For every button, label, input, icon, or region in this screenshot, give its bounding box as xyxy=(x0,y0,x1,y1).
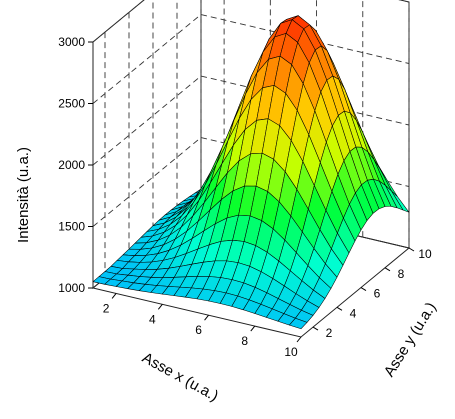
x-tick-mark xyxy=(250,325,256,332)
z-tick-label: 1000 xyxy=(58,281,85,295)
x-tick-label: 8 xyxy=(241,334,248,348)
axis-ticks: 1000 1500 2000 2500 3000 2 4 6 8 10 2 4 6 8 10 xyxy=(58,35,432,359)
y-tick-mark xyxy=(336,306,343,311)
y-tick-label: 8 xyxy=(398,267,405,281)
z-tick-label: 2000 xyxy=(58,158,85,172)
y-tick-mark xyxy=(360,287,367,291)
x-axis-label: Asse x (u.a.) xyxy=(139,349,221,405)
grid-line-z xyxy=(92,0,410,43)
x-tick-mark xyxy=(111,293,117,299)
x-tick-mark xyxy=(157,304,163,310)
y-tick-label: 6 xyxy=(374,287,381,301)
y-tick-mark xyxy=(384,267,391,272)
x-tick-label: 2 xyxy=(103,301,110,315)
x-tick-mark xyxy=(296,336,302,343)
grid-line-z xyxy=(92,14,410,104)
x-tick-mark xyxy=(204,314,209,321)
x-tick-label: 6 xyxy=(195,323,202,337)
z-tick-label: 3000 xyxy=(58,35,85,49)
surface-face xyxy=(289,317,308,330)
z-axis-label: Intensità (u.a.) xyxy=(15,147,32,243)
y-axis-label: Asse y (u.a.) xyxy=(381,299,440,379)
y-tick-mark xyxy=(408,247,415,252)
y-tick-label: 2 xyxy=(326,326,333,340)
x-tick-label: 4 xyxy=(149,312,156,326)
y-tick-mark xyxy=(312,326,319,331)
surface-mesh xyxy=(92,15,410,330)
z-tick-label: 2500 xyxy=(58,97,85,111)
y-tick-label: 10 xyxy=(418,247,432,261)
z-tick-label: 1500 xyxy=(58,220,85,234)
x-tick-label: 10 xyxy=(284,345,298,359)
y-tick-label: 4 xyxy=(350,306,357,320)
